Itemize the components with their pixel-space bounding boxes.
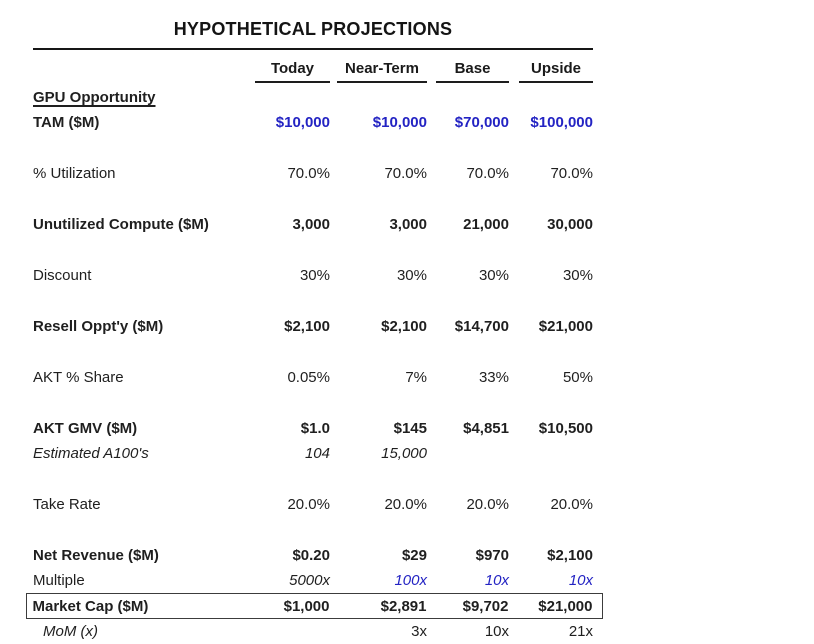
cell-base: $14,700 [454, 318, 509, 335]
cell-near-term: $10,000 [372, 114, 427, 131]
cell-today: 3,000 [292, 216, 330, 233]
column-header-today: Today [255, 60, 330, 83]
row-label: TAM ($M) [33, 114, 100, 131]
cell-near-term: $2,100 [381, 318, 427, 335]
cell-today: $2,100 [284, 318, 330, 335]
table-row: Resell Oppt'y ($M) $2,100 $2,100 $14,700 $21… [33, 314, 593, 339]
row-label: MoM (x) [43, 623, 98, 640]
cell-base: 70.0% [466, 165, 509, 182]
cell-today: $0.20 [292, 547, 330, 564]
cell-upside: $21,000 [538, 597, 593, 615]
cell-near-term: 3,000 [389, 216, 427, 233]
cell-today: 70.0% [287, 165, 330, 182]
cell-today: 5000x [289, 572, 330, 589]
cell-today: $1.0 [300, 420, 330, 437]
cell-upside: 50% [562, 369, 593, 386]
table-row: Estimated A100's 104 15,000 [33, 441, 593, 466]
cell-today: $10,000 [275, 114, 330, 131]
row-label: Take Rate [33, 496, 101, 513]
table-row: Multiple 5000x 100x 10x 10x [33, 568, 593, 593]
column-header-cell: Upside [509, 60, 593, 83]
column-header-upside: Upside [519, 60, 593, 83]
table-row: MoM (x) 3x 10x 21x [33, 619, 593, 644]
table-row: Unutilized Compute ($M) 3,000 3,000 21,000 3… [33, 212, 593, 237]
row-label: GPU Opportunity [33, 89, 156, 106]
cell-upside: 10x [568, 572, 593, 589]
cell-near-term: 20.0% [384, 496, 427, 513]
cell-upside: 21x [568, 623, 593, 640]
projections-table: HYPOTHETICAL PROJECTIONS Today Near-Term… [26, 13, 603, 644]
table-row: Net Revenue ($M) $0.20 $29 $970 $2,100 [33, 543, 593, 568]
table-row: Market Cap ($M) $1,000 $2,891 $9,702 $21,000 [26, 593, 603, 619]
cell-near-term: 7% [405, 369, 427, 386]
cell-base: $70,000 [454, 114, 509, 131]
cell-today: 0.05% [287, 369, 330, 386]
cell-today: $1,000 [283, 597, 330, 615]
cell-near-term: 70.0% [384, 165, 427, 182]
row-label: Net Revenue ($M) [33, 547, 159, 564]
row-label: Multiple [33, 572, 85, 589]
table-row: % Utilization 70.0% 70.0% 70.0% 70.0% [33, 161, 593, 186]
table-row: Discount 30% 30% 30% 30% [33, 263, 593, 288]
cell-base: $970 [475, 547, 509, 564]
table-row: TAM ($M) $10,000 $10,000 $70,000 $100,000 [33, 110, 593, 135]
row-label: Discount [33, 267, 92, 284]
row-label: Resell Oppt'y ($M) [33, 318, 164, 335]
cell-upside: $2,100 [547, 547, 593, 564]
row-label: AKT % Share [33, 369, 124, 386]
cell-near-term: 3x [411, 623, 427, 640]
cell-base: $4,851 [463, 420, 509, 437]
cell-base: $9,702 [462, 597, 509, 615]
row-label: % Utilization [33, 165, 116, 182]
cell-base: 33% [478, 369, 509, 386]
cell-base: 21,000 [463, 216, 509, 233]
cell-upside: 20.0% [550, 496, 593, 513]
cell-today: 104 [304, 445, 330, 462]
cell-near-term: 30% [396, 267, 427, 284]
column-header-cell: Today [230, 60, 330, 83]
row-label: Unutilized Compute ($M) [33, 216, 209, 233]
cell-near-term: $2,891 [380, 597, 427, 615]
row-label: Estimated A100's [33, 445, 149, 462]
column-header-cell: Near-Term [330, 60, 427, 83]
cell-base: 30% [478, 267, 509, 284]
row-label: AKT GMV ($M) [33, 420, 138, 437]
column-header-near-term: Near-Term [337, 60, 427, 83]
table-row: AKT GMV ($M) $1.0 $145 $4,851 $10,500 [33, 416, 593, 441]
cell-today: 20.0% [287, 496, 330, 513]
cell-near-term: 15,000 [381, 445, 427, 462]
cell-base: 20.0% [466, 496, 509, 513]
column-header-base: Base [436, 60, 509, 83]
column-header-cell: Base [427, 60, 509, 83]
column-headers: Today Near-Term Base Upside [33, 50, 593, 83]
cell-near-term: $29 [401, 547, 427, 564]
cell-base: 10x [484, 623, 509, 640]
cell-near-term: $145 [393, 420, 427, 437]
row-label: Market Cap ($M) [32, 597, 149, 615]
table-row: GPU Opportunity [33, 85, 593, 110]
cell-near-term: 100x [394, 572, 427, 589]
cell-upside: 30,000 [547, 216, 593, 233]
table-row: AKT % Share 0.05% 7% 33% 50% [33, 365, 593, 390]
cell-base: 10x [484, 572, 509, 589]
cell-upside: $100,000 [530, 114, 593, 131]
cell-upside: 70.0% [550, 165, 593, 182]
table-rows: GPU Opportunity TAM ($M) $10,000 $10,000 $70… [26, 85, 603, 644]
table-row: Take Rate 20.0% 20.0% 20.0% 20.0% [33, 492, 593, 517]
page-title: HYPOTHETICAL PROJECTIONS [173, 19, 453, 39]
cell-upside: 30% [562, 267, 593, 284]
cell-upside: $10,500 [538, 420, 593, 437]
cell-today: 30% [299, 267, 330, 284]
cell-upside: $21,000 [538, 318, 593, 335]
title-rule [33, 48, 593, 50]
